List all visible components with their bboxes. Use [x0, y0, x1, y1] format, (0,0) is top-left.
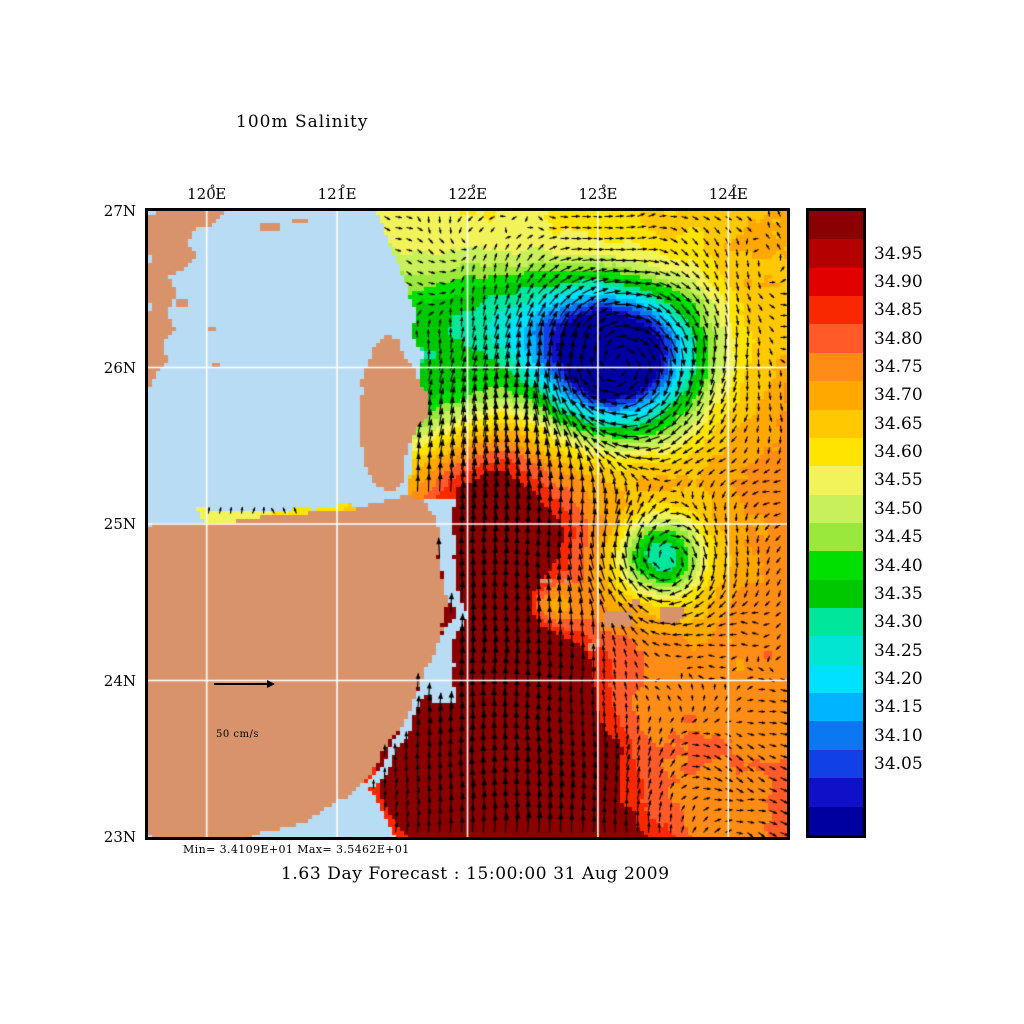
- lon-tick-hemisphere: E: [736, 185, 748, 203]
- degree-icon: °: [340, 183, 346, 196]
- colorbar-tick-label: 34.90: [874, 271, 923, 292]
- colorbar[interactable]: [806, 208, 866, 838]
- lon-tick-value: 121: [317, 185, 347, 203]
- lon-tick-123E: 123°E: [578, 183, 617, 203]
- colorbar-band: [809, 296, 863, 325]
- colorbar-tick-label: 34.55: [874, 470, 923, 491]
- colorbar-tick-label: 34.20: [874, 669, 923, 689]
- colorbar-tick-label: 34.15: [874, 697, 923, 718]
- lon-tick-hemisphere: E: [215, 185, 227, 203]
- lon-tick-hemisphere: E: [476, 185, 488, 203]
- colorbar-band: [809, 579, 863, 609]
- colorbar-band: [809, 608, 863, 637]
- colorbar-band: [809, 466, 863, 495]
- colorbar-band: [809, 636, 863, 665]
- colorbar-tick-label: 34.80: [874, 328, 923, 349]
- colorbar-tick-label: 34.05: [874, 754, 923, 775]
- colorbar-band: [809, 494, 863, 523]
- colorbar-band: [809, 267, 863, 297]
- colorbar-band: [809, 721, 863, 750]
- colorbar-tick-label: 34.65: [874, 413, 923, 434]
- degree-icon: °: [470, 183, 477, 196]
- colorbar-tick-label: 34.25: [874, 640, 923, 661]
- forecast-timestamp: 1.63 Day Forecast : 15:00:00 31 Aug 2009: [281, 864, 670, 884]
- colorbar-band: [809, 778, 863, 807]
- colorbar-band: [809, 352, 863, 382]
- lon-tick-122E: 122°E: [448, 183, 487, 203]
- colorbar-band: [809, 324, 863, 353]
- lat-tick-27N: 27N: [103, 202, 136, 220]
- lon-tick-124E: 124°E: [709, 183, 748, 203]
- lon-tick-120E: 120°E: [187, 183, 226, 203]
- colorbar-band: [809, 551, 863, 580]
- colorbar-tick-label: 34.85: [874, 300, 923, 321]
- lon-tick-value: 123: [578, 185, 607, 203]
- colorbar-band: [809, 693, 863, 722]
- lon-tick-value: 124: [708, 185, 738, 203]
- page-title: 100m Salinity: [236, 112, 369, 132]
- colorbar-tick-label: 34.50: [874, 498, 923, 519]
- degree-icon: °: [209, 183, 216, 196]
- colorbar-tick-label: 34.10: [874, 725, 923, 746]
- colorbar-band: [809, 664, 863, 694]
- lat-tick-24N: 24N: [103, 671, 136, 690]
- velocity-scale-arrow-icon: [214, 680, 275, 688]
- colorbar-band: [809, 749, 863, 779]
- colorbar-band: [809, 437, 863, 467]
- colorbar-tick-label: 34.60: [874, 442, 923, 463]
- lat-tick-23N: 23N: [103, 828, 136, 846]
- colorbar-band: [809, 409, 863, 438]
- degree-icon: °: [731, 183, 737, 196]
- lon-tick-hemisphere: E: [345, 185, 357, 203]
- lon-tick-hemisphere: E: [606, 185, 618, 203]
- min-max-annotation: Min= 3.4109E+01 Max= 3.5462E+01: [183, 843, 410, 856]
- lon-tick-121E: 121°E: [318, 183, 357, 203]
- colorbar-tick-label: 34.95: [874, 243, 923, 264]
- velocity-scale-label: 50 cm/s: [216, 729, 259, 740]
- lat-tick-25N: 25N: [103, 515, 136, 533]
- salinity-field-canvas: [148, 211, 787, 837]
- colorbar-tick-label: 34.45: [874, 527, 923, 548]
- colorbar-tick-label: 34.35: [874, 583, 923, 604]
- colorbar-tick-label: 34.75: [874, 357, 923, 377]
- colorbar-band: [809, 522, 863, 552]
- lon-tick-value: 122: [447, 185, 477, 203]
- colorbar-tick-label: 34.70: [874, 385, 923, 406]
- colorbar-tick-label: 34.40: [874, 555, 923, 576]
- colorbar-band: [809, 381, 863, 410]
- colorbar-band: [809, 211, 863, 240]
- colorbar-tick-label: 34.30: [874, 612, 923, 633]
- map-plot-area[interactable]: [145, 208, 790, 840]
- lon-tick-value: 120: [187, 185, 216, 203]
- colorbar-band: [809, 806, 863, 835]
- degree-icon: °: [601, 183, 607, 196]
- colorbar-band: [809, 239, 863, 268]
- lat-tick-26N: 26N: [103, 358, 136, 377]
